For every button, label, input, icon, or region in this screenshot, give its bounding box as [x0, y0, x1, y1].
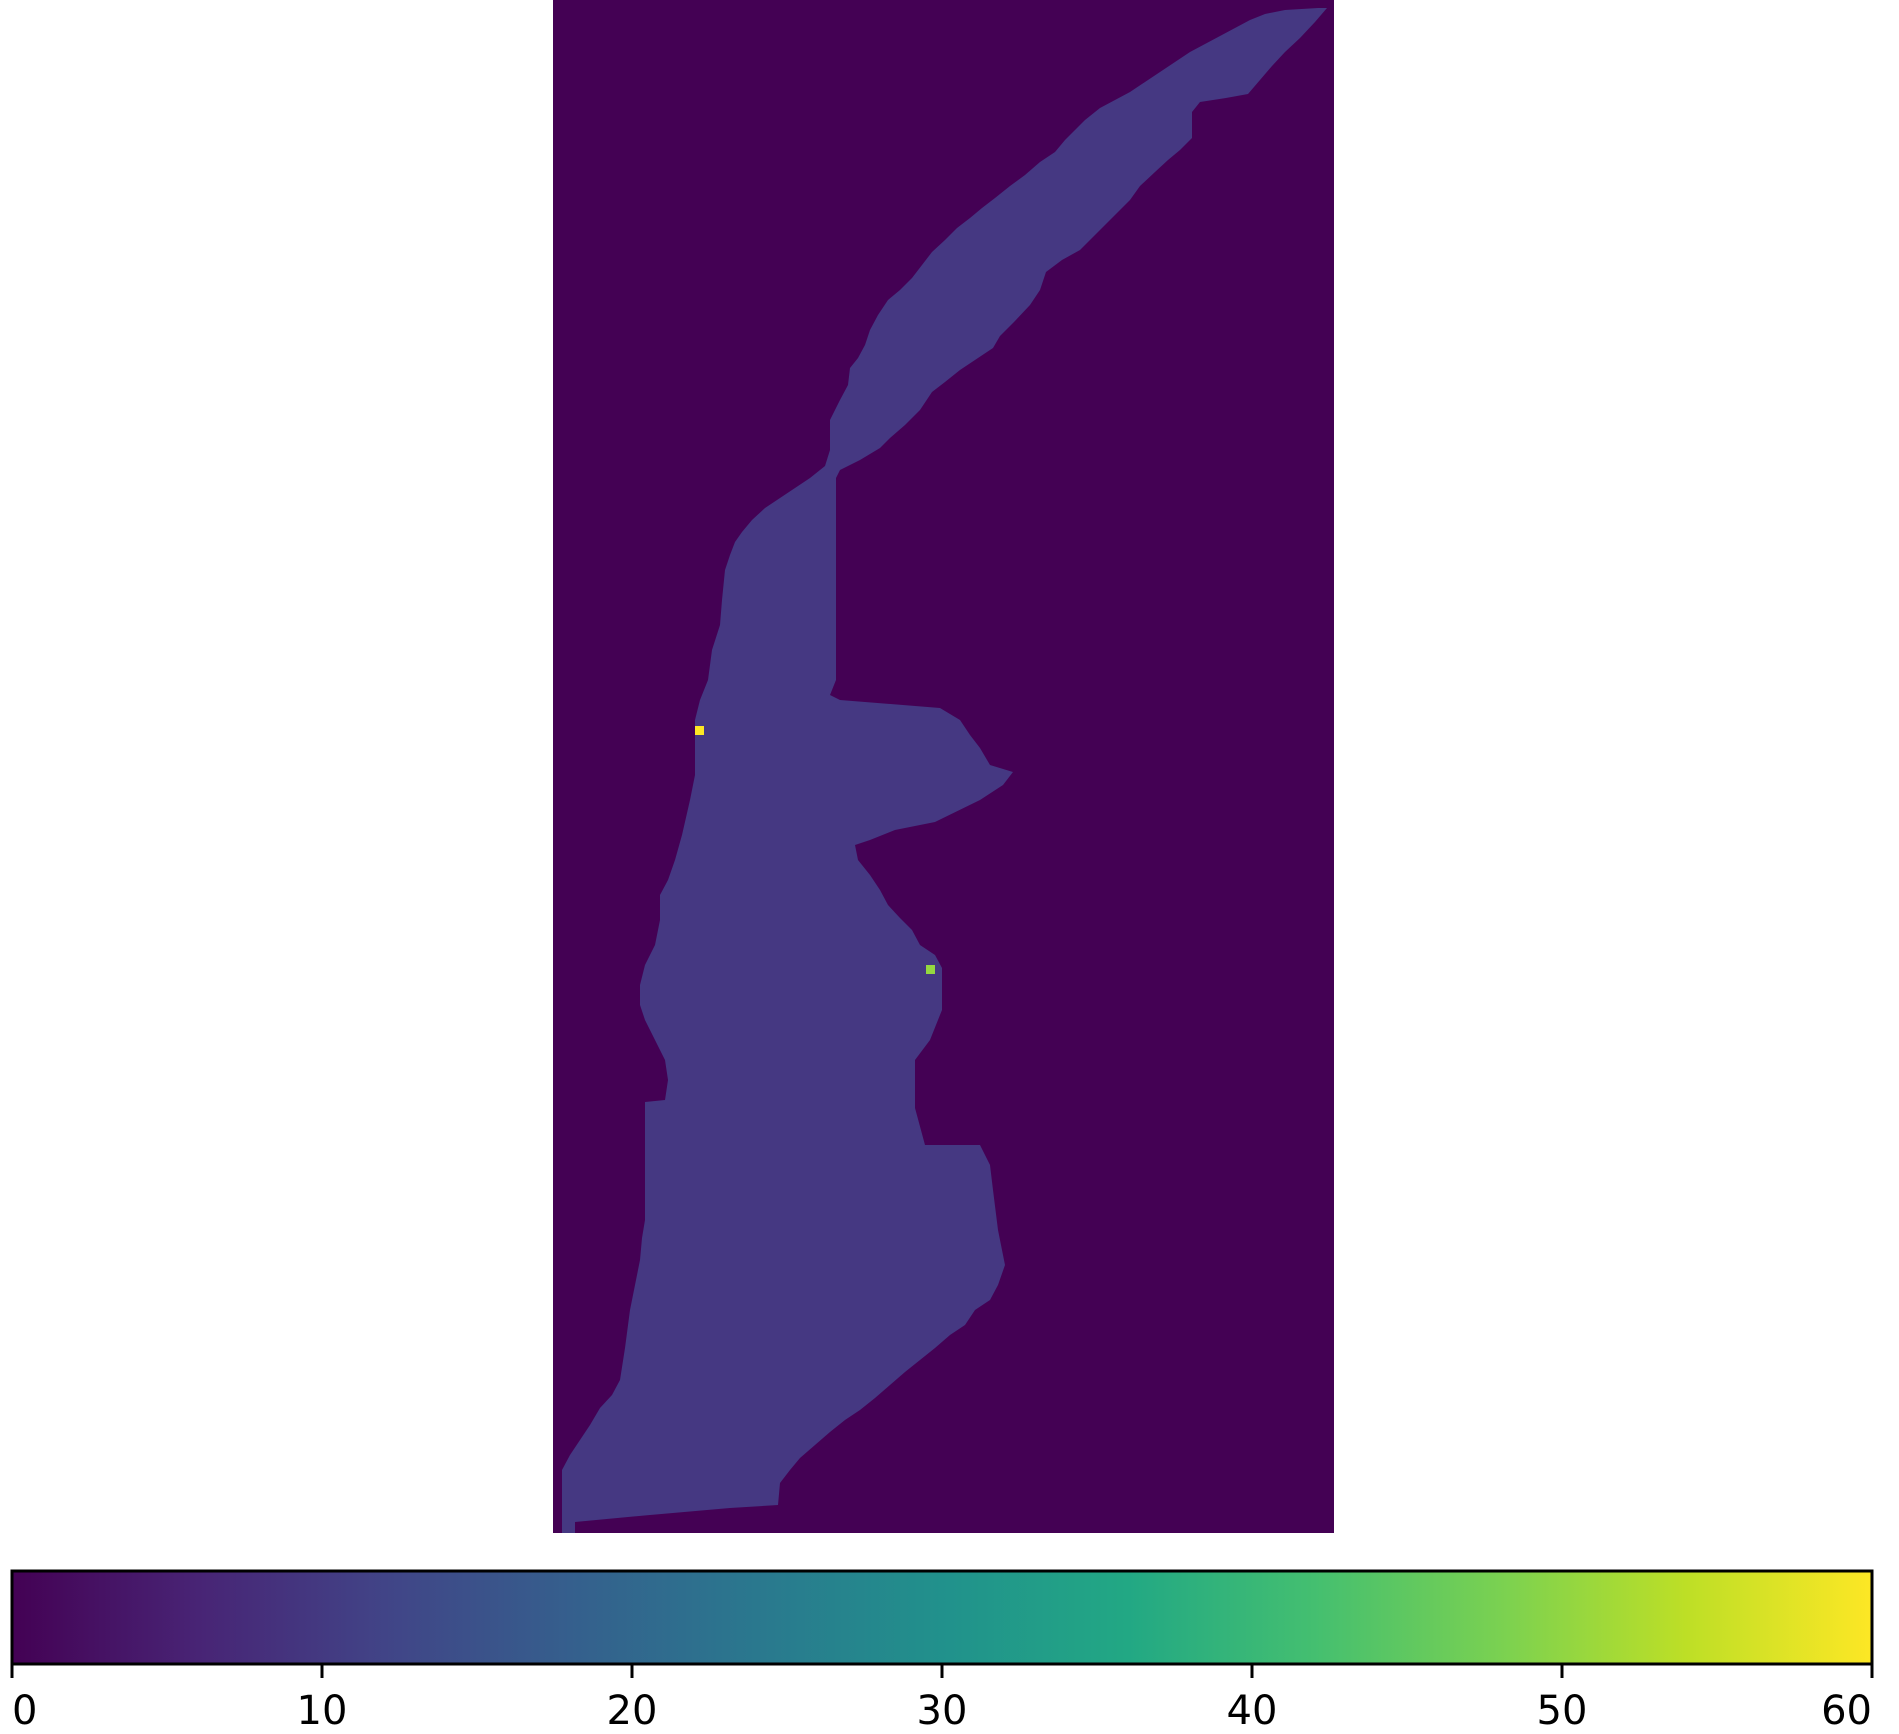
colorbar-tick-label: 50	[1537, 1688, 1588, 1734]
heatmap-region	[562, 8, 1327, 1533]
colorbar-tick-label: 30	[917, 1688, 968, 1734]
colorbar: 0 10 20 30 40 50 60	[10, 1569, 1874, 1734]
colorbar-tick-label: 0	[12, 1688, 37, 1734]
colorbar-gradient	[12, 1571, 1872, 1664]
colorbar-tick-label: 40	[1227, 1688, 1278, 1734]
colorbar-ticks: 0 10 20 30 40 50 60	[10, 1664, 1874, 1734]
heatmap-image	[553, 0, 1334, 1533]
colorbar-tick-label: 60	[1821, 1688, 1872, 1734]
colorbar-tick-label: 10	[297, 1688, 348, 1734]
colorbar-tick-label: 20	[607, 1688, 658, 1734]
heatmap-cell-high	[926, 965, 935, 974]
heatmap-cell-peak	[695, 726, 704, 735]
